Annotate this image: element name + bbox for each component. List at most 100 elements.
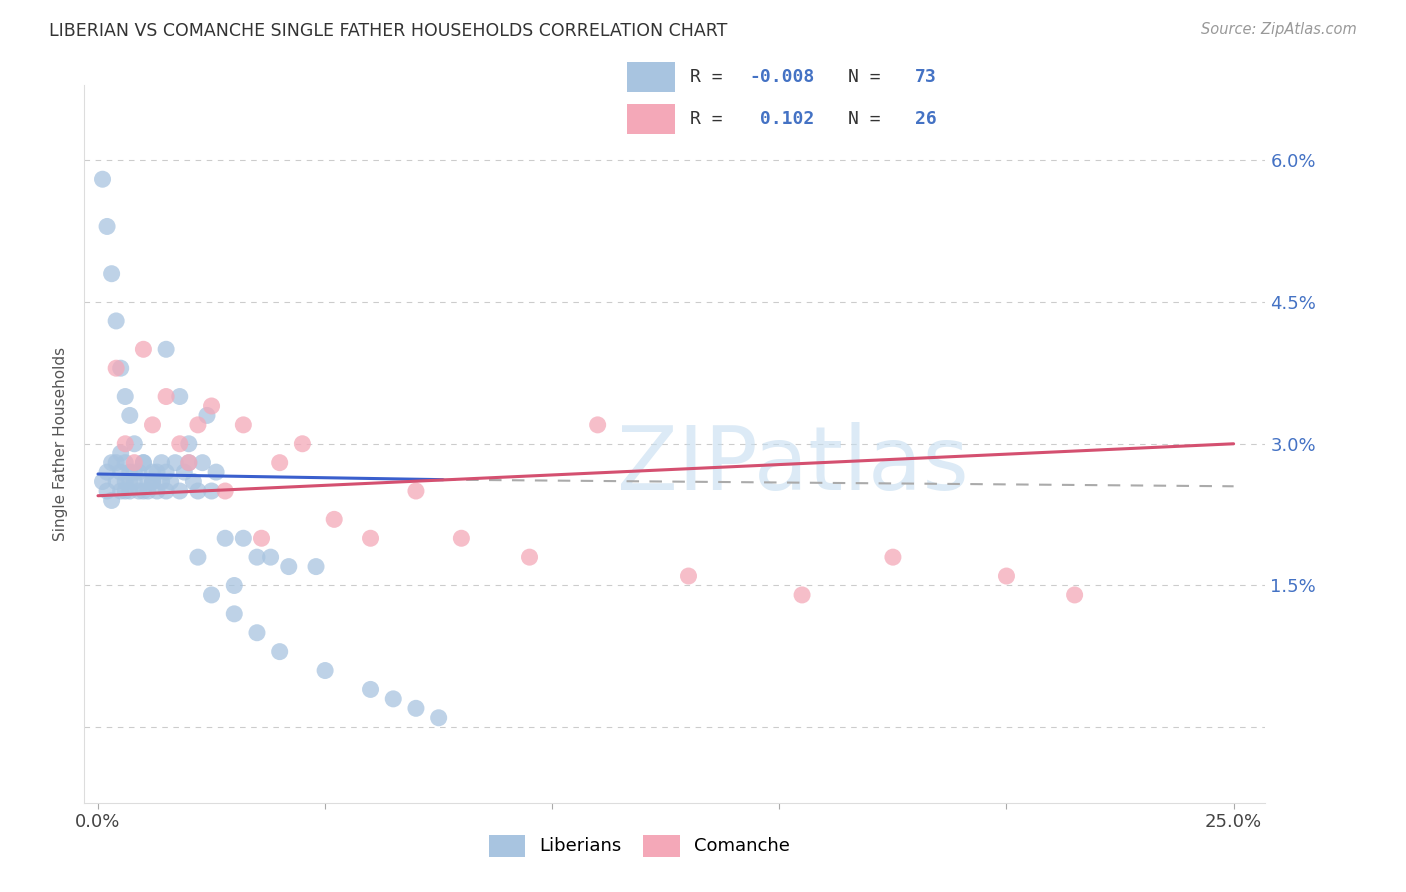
Point	[141, 475, 163, 489]
Point	[159, 475, 181, 489]
Point	[165, 456, 187, 470]
Point	[105, 361, 128, 376]
Point	[146, 465, 169, 479]
Point	[205, 465, 228, 479]
Point	[224, 607, 246, 621]
Point	[114, 390, 136, 404]
Point	[200, 399, 222, 413]
Text: N =: N =	[848, 110, 891, 128]
Point	[118, 465, 141, 479]
Text: R =: R =	[690, 68, 734, 87]
Text: 73: 73	[915, 68, 936, 87]
Point	[519, 550, 541, 565]
Point	[91, 475, 114, 489]
Point	[232, 417, 254, 432]
Text: R =: R =	[690, 110, 734, 128]
Point	[105, 456, 128, 470]
Point	[200, 483, 222, 498]
Y-axis label: Single Father Households: Single Father Households	[52, 347, 67, 541]
Point	[110, 446, 132, 460]
FancyBboxPatch shape	[627, 104, 675, 134]
Point	[132, 456, 155, 470]
Point	[118, 409, 141, 423]
Text: LIBERIAN VS COMANCHE SINGLE FATHER HOUSEHOLDS CORRELATION CHART: LIBERIAN VS COMANCHE SINGLE FATHER HOUSE…	[49, 22, 727, 40]
Point	[118, 475, 141, 489]
Point	[232, 531, 254, 545]
Point	[132, 343, 155, 357]
Point	[136, 483, 159, 498]
Point	[155, 343, 177, 357]
Point	[187, 550, 209, 565]
Point	[1063, 588, 1085, 602]
Point	[100, 493, 122, 508]
Point	[96, 219, 118, 234]
Point	[169, 437, 191, 451]
Point	[246, 625, 269, 640]
Point	[155, 483, 177, 498]
Point	[124, 456, 146, 470]
Point	[450, 531, 472, 545]
Point	[187, 417, 209, 432]
Point	[114, 475, 136, 489]
Point	[132, 456, 155, 470]
Point	[259, 550, 281, 565]
Point	[382, 691, 405, 706]
Point	[96, 465, 118, 479]
Point	[110, 465, 132, 479]
Point	[678, 569, 700, 583]
Point	[224, 578, 246, 592]
Point	[114, 483, 136, 498]
Point	[146, 483, 169, 498]
FancyBboxPatch shape	[627, 62, 675, 92]
Point	[128, 483, 150, 498]
Point	[790, 588, 813, 602]
Text: 26: 26	[915, 110, 936, 128]
Point	[200, 588, 222, 602]
Point	[177, 437, 200, 451]
Point	[269, 456, 291, 470]
Point	[91, 172, 114, 186]
Point	[191, 456, 214, 470]
Point	[187, 483, 209, 498]
Point	[141, 465, 163, 479]
Point	[305, 559, 328, 574]
Point	[323, 512, 346, 526]
Text: ZIPatlas: ZIPatlas	[617, 422, 969, 508]
Point	[173, 465, 195, 479]
Point	[360, 531, 382, 545]
Point	[177, 456, 200, 470]
Point	[214, 483, 236, 498]
Point	[882, 550, 904, 565]
Point	[96, 483, 118, 498]
Point	[246, 550, 269, 565]
Point	[405, 483, 427, 498]
Point	[169, 390, 191, 404]
Point	[405, 701, 427, 715]
Text: -0.008: -0.008	[749, 68, 814, 87]
Point	[124, 437, 146, 451]
Point	[105, 475, 128, 489]
Point	[118, 483, 141, 498]
Point	[314, 664, 336, 678]
Point	[177, 456, 200, 470]
Point	[169, 483, 191, 498]
Point	[150, 475, 173, 489]
Point	[195, 409, 218, 423]
Point	[136, 475, 159, 489]
Legend: Liberians, Comanche: Liberians, Comanche	[479, 825, 799, 865]
Point	[124, 465, 146, 479]
Text: N =: N =	[848, 68, 891, 87]
Point	[100, 267, 122, 281]
Point	[269, 645, 291, 659]
Text: 0.102: 0.102	[749, 110, 814, 128]
Point	[141, 417, 163, 432]
Text: Source: ZipAtlas.com: Source: ZipAtlas.com	[1201, 22, 1357, 37]
Point	[995, 569, 1018, 583]
Point	[141, 475, 163, 489]
Point	[124, 475, 146, 489]
Point	[586, 417, 609, 432]
Point	[114, 456, 136, 470]
Point	[114, 437, 136, 451]
Point	[110, 483, 132, 498]
Point	[155, 465, 177, 479]
